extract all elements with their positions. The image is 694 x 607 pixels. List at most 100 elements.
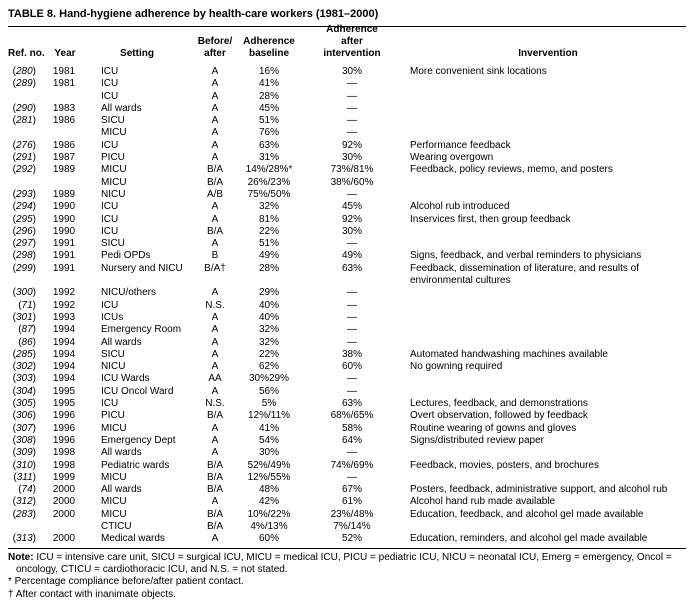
ref-cell: 283: [6, 509, 36, 521]
setting-cell: MICU: [101, 471, 127, 483]
header-before-after-line2: after: [204, 48, 226, 59]
after-intervention-cell: —: [347, 385, 357, 397]
ref-cell: 300: [6, 287, 36, 299]
year-cell: 2000: [52, 508, 76, 520]
intervention-cell: Signs/distributed review paper: [410, 434, 544, 446]
before-after-cell: A: [211, 496, 219, 508]
year-cell: 1992: [52, 299, 76, 311]
before-after-cell: A: [211, 152, 219, 164]
after-intervention-cell: 63%: [341, 398, 362, 410]
intervention-cell: Overt observation, followed by feedback: [410, 410, 588, 422]
table-row: 306 1996 PICU B/A 12%/11% 68%/65% Overt observ…: [0, 410, 694, 422]
before-after-cell: A: [211, 385, 219, 397]
header-after-line3: intervention: [323, 48, 381, 59]
after-intervention-cell: —: [347, 373, 357, 385]
intervention-cell: Alcohol rub introduced: [410, 201, 510, 213]
baseline-cell: 52%/49%: [247, 459, 291, 471]
before-after-cell: B/A: [206, 176, 224, 188]
setting-cell: MICU: [101, 496, 127, 508]
footnote-dagger: † After contact with inanimate objects.: [8, 589, 688, 601]
table-row: 285 1994 SICU A 22% 38% Automated handwashing …: [0, 349, 694, 361]
table-row: 299 1991 Nursery and NICU B/A† 28% 63% Feedbac…: [0, 263, 694, 275]
baseline-cell: 54%: [258, 434, 279, 446]
baseline-cell: 29%: [258, 287, 279, 299]
year-cell: 1995: [52, 385, 76, 397]
bottom-rule: [8, 548, 686, 549]
after-intervention-cell: —: [347, 238, 357, 250]
table-row: 280 1981 ICU A 16% 30% More convenient sink lo…: [0, 66, 694, 78]
footnote-star: * Percentage compliance before/after pat…: [8, 576, 688, 588]
setting-cell: MICU: [101, 164, 127, 176]
before-after-cell: B/A: [206, 164, 224, 176]
setting-cell: SICU: [101, 115, 125, 127]
baseline-cell: 76%: [258, 127, 279, 139]
ref-cell: 289: [6, 78, 36, 90]
setting-cell: ICU: [101, 139, 119, 151]
table-row: 293 1989 NICU A/B 75%/50% —: [0, 189, 694, 201]
before-after-cell: A: [211, 533, 219, 545]
table-row: 294 1990 ICU A 32% 45% Alcohol rub introduced: [0, 201, 694, 213]
after-intervention-cell: —: [347, 471, 357, 483]
before-after-cell: A: [211, 361, 219, 373]
setting-cell: MICU: [101, 176, 127, 188]
year-cell: 1990: [52, 213, 76, 225]
baseline-cell: 62%: [258, 361, 279, 373]
year-cell: 1989: [52, 164, 76, 176]
setting-cell: All wards: [101, 447, 142, 459]
intervention-cell: Signs, feedback, and verbal reminders to…: [410, 250, 642, 262]
year-cell: 1999: [52, 471, 76, 483]
table-row: 297 1991 SICU A 51% —: [0, 238, 694, 250]
year-cell: 1996: [52, 410, 76, 422]
table-row: 291 1987 PICU A 31% 30% Wearing overgown: [0, 152, 694, 164]
before-after-cell: A: [211, 78, 219, 90]
before-after-cell: A: [211, 90, 219, 102]
before-after-cell: A: [211, 213, 219, 225]
before-after-cell: A: [211, 115, 219, 127]
header-baseline: Adherence baseline: [240, 36, 298, 60]
table-row: 281 1986 SICU A 51% —: [0, 115, 694, 127]
year-cell: 1989: [52, 188, 76, 200]
setting-cell: All wards: [101, 102, 142, 114]
table-row: 295 1990 ICU A 81% 92% Inservices first, then …: [0, 214, 694, 226]
before-after-cell: A: [211, 127, 219, 139]
before-after-cell: A/B: [206, 188, 224, 200]
baseline-cell: 63%: [258, 139, 279, 151]
year-cell: 1994: [52, 361, 76, 373]
intervention-cell: Routine wearing of gowns and gloves: [410, 422, 577, 434]
year-cell: 1998: [52, 447, 76, 459]
before-after-cell: A: [211, 287, 219, 299]
baseline-cell: 32%: [258, 201, 279, 213]
setting-cell: SICU: [101, 238, 125, 250]
intervention-cell: Lectures, feedback, and demonstrations: [410, 398, 588, 410]
after-intervention-cell: —: [347, 447, 357, 459]
intervention-cell: Feedback, movies, posters, and brochures: [410, 459, 599, 471]
baseline-cell: 14%/28%*: [245, 164, 293, 176]
before-after-cell: B/A: [206, 484, 224, 496]
ref-cell: 290: [6, 103, 36, 115]
setting-cell: Medical wards: [101, 533, 165, 545]
year-cell: 1992: [52, 287, 76, 299]
year-cell: 1998: [52, 459, 76, 471]
before-after-cell: B/A: [206, 459, 224, 471]
baseline-cell: 42%: [258, 496, 279, 508]
before-after-cell: B/A: [206, 471, 224, 483]
year-cell: 1994: [52, 348, 76, 360]
table-row: MICU B/A 26%/23% 38%/60%: [0, 177, 694, 189]
footnote-star-mark: *: [8, 576, 12, 588]
after-intervention-cell: —: [347, 102, 357, 114]
baseline-cell: 60%: [258, 533, 279, 545]
ref-cell: 298: [6, 250, 36, 262]
setting-cell: MICU: [101, 127, 127, 139]
setting-cell: CTICU: [101, 520, 132, 532]
year-cell: 1983: [52, 102, 76, 114]
after-intervention-cell: 30%: [341, 225, 362, 237]
before-after-cell: A: [211, 348, 219, 360]
ref-cell: 304: [6, 386, 36, 398]
baseline-cell: 48%: [258, 484, 279, 496]
table-notes: Note: ICU = intensive care unit, SICU = …: [8, 552, 688, 601]
baseline-cell: 30%: [258, 447, 279, 459]
baseline-cell: 12%/55%: [247, 471, 291, 483]
baseline-cell: 45%: [258, 102, 279, 114]
baseline-cell: 28%: [258, 262, 279, 274]
before-after-cell: A: [211, 102, 219, 114]
